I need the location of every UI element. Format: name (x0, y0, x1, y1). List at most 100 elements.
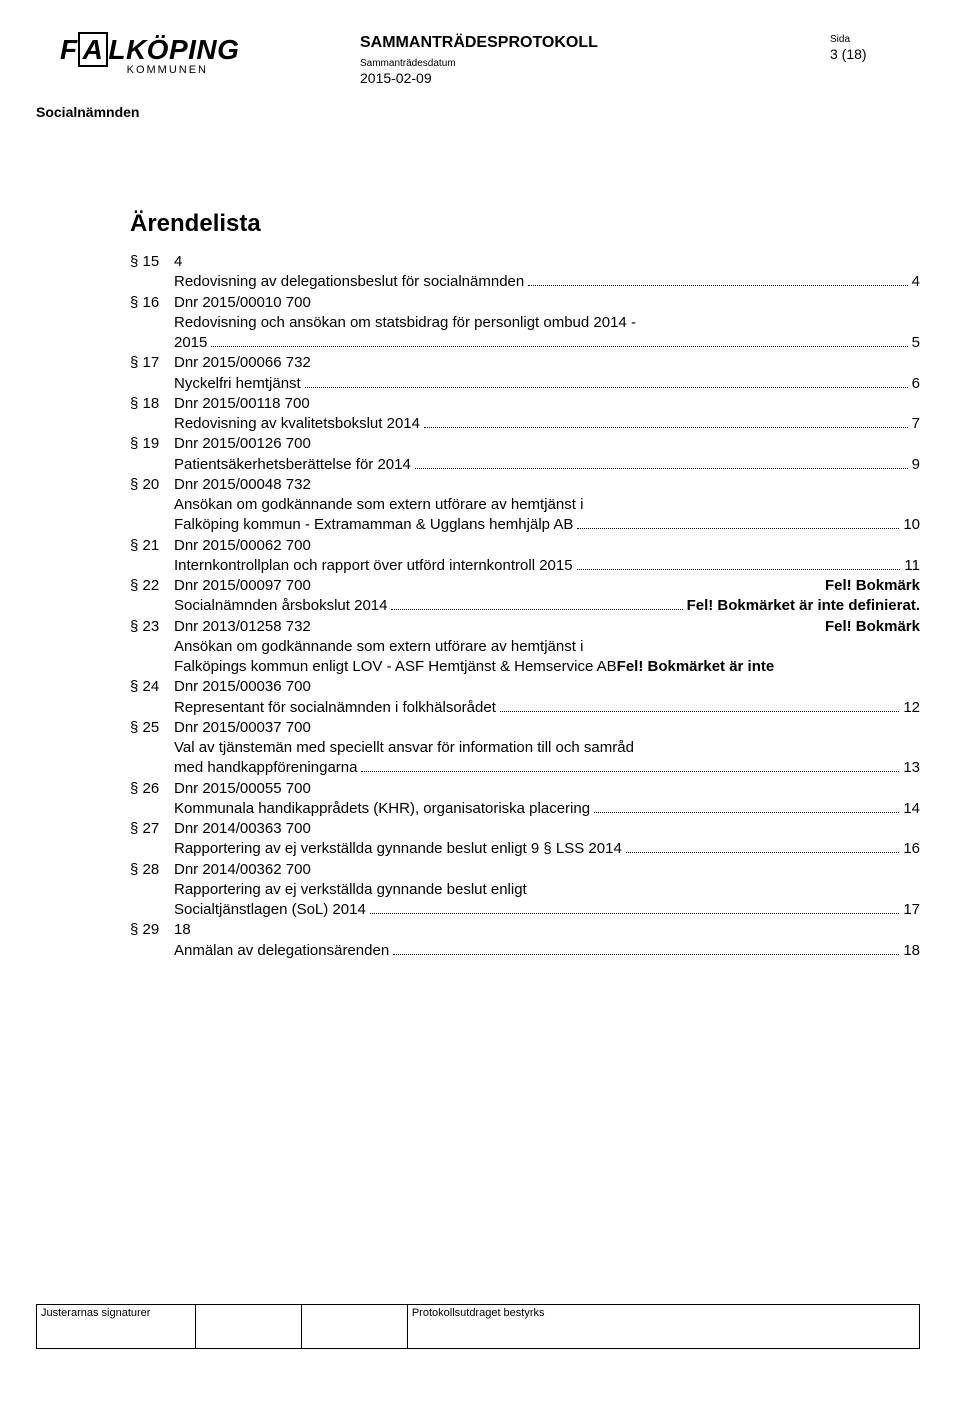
toc-title-line: Redovisning av delegationsbeslut för soc… (174, 272, 920, 292)
toc-title-text: med handkappföreningarna (174, 758, 357, 778)
toc-page: 4 (912, 272, 920, 292)
toc-title-line: med handkappföreningarna 13 (174, 758, 920, 778)
footer-sign-1 (195, 1305, 301, 1349)
toc-title-line: Socialtjänstlagen (SoL) 201417 (174, 900, 920, 920)
toc-page: 11 (904, 556, 920, 576)
toc-body: Dnr 2014/00363 700Rapportering av ej ver… (174, 819, 920, 860)
toc-title-text: Rapportering av ej verkställda gynnande … (174, 839, 622, 859)
footer-bestyrks: Protokollsutdraget bestyrks (407, 1305, 919, 1349)
toc-body: 18Anmälan av delegationsärenden18 (174, 920, 920, 961)
logo-block: FALKÖPING KOMMUNEN (60, 34, 300, 76)
toc-leader-dots (393, 944, 899, 955)
toc-page: 9 (912, 455, 920, 475)
toc-body: Dnr 2015/00048 732Ansökan om godkännande… (174, 475, 920, 536)
toc-title-text: Patientsäkerhetsberättelse för 2014 (174, 455, 411, 475)
toc-title-text: Nyckelfri hemtjänst (174, 374, 301, 394)
toc-body: Dnr 2015/00126 700Patientsäkerhetsberätt… (174, 434, 920, 475)
toc-title-text: Redovisning av kvalitetsbokslut 2014 (174, 414, 420, 434)
toc-section: § 20 (130, 475, 174, 495)
footer: Justerarnas signaturer Protokollsutdrage… (36, 1304, 920, 1349)
toc-dnr: Dnr 2014/00363 700 (174, 819, 920, 839)
toc-title-text: Falköping kommun - Extramamman & Ugglans… (174, 515, 573, 535)
toc-row: § 26Dnr 2015/00055 700Kommunala handikap… (130, 779, 920, 820)
toc-page-fel: Fel! Bokmärket är inte definierat. (687, 596, 920, 616)
toc-title-line: Nyckelfri hemtjänst 6 (174, 374, 920, 394)
toc-title-text: Kommunala handikapprådets (KHR), organis… (174, 799, 590, 819)
toc-title-pre: Rapportering av ej verkställda gynnande … (174, 880, 920, 900)
datum-label: Sammanträdesdatum (360, 58, 830, 69)
toc-leader-dots (528, 276, 907, 287)
toc-title-pre: Val av tjänstemän med speciellt ansvar f… (174, 738, 920, 758)
toc-title-text: Falköpings kommun enligt LOV - ASF Hemtj… (174, 657, 617, 677)
header: FALKÖPING KOMMUNEN SAMMANTRÄDESPROTOKOLL… (0, 34, 960, 86)
footer-table: Justerarnas signaturer Protokollsutdrage… (36, 1304, 920, 1349)
toc-dnr: 4 (174, 252, 920, 272)
toc-leader-dots (305, 377, 908, 388)
toc-fel-suffix: Fel! Bokmärk (825, 576, 920, 596)
toc-title-line: Representant för socialnämnden i folkhäl… (174, 698, 920, 718)
logo-a: A (78, 32, 109, 67)
toc-dnr: 18 (174, 920, 920, 940)
logo-pre: F (60, 34, 78, 65)
toc-title-text: Socialtjänstlagen (SoL) 2014 (174, 900, 366, 920)
toc-title-text: Representant för socialnämnden i folkhäl… (174, 698, 496, 718)
toc-title-line: Falköping kommun - Extramamman & Ugglans… (174, 515, 920, 535)
toc-dnr: Dnr 2013/01258 732 Fel! Bokmärk (174, 617, 920, 637)
header-center: SAMMANTRÄDESPROTOKOLL Sammanträdesdatum … (300, 34, 830, 86)
toc-leader-dots (577, 519, 899, 530)
toc-page: 16 (903, 839, 920, 859)
toc-dnr: Dnr 2015/00048 732 (174, 475, 920, 495)
toc-dnr: Dnr 2015/00036 700 (174, 677, 920, 697)
logo-post: LKÖPING (108, 34, 239, 65)
toc-page: 12 (903, 698, 920, 718)
toc-section: § 18 (130, 394, 174, 414)
toc-body: Dnr 2015/00066 732Nyckelfri hemtjänst 6 (174, 353, 920, 394)
toc-body: 4Redovisning av delegationsbeslut för so… (174, 252, 920, 293)
toc-dnr: Dnr 2015/00066 732 (174, 353, 920, 373)
toc-leader-dots (211, 337, 907, 348)
toc-list: § 154Redovisning av delegationsbeslut fö… (130, 252, 920, 961)
toc-title-line: Anmälan av delegationsärenden18 (174, 941, 920, 961)
toc-row: § 21Dnr 2015/00062 700Internkontrollplan… (130, 536, 920, 577)
toc-fel-suffix: Fel! Bokmärk (825, 617, 920, 637)
toc-section: § 16 (130, 293, 174, 313)
toc-section: § 21 (130, 536, 174, 556)
socialnamnden-label: Socialnämnden (36, 104, 960, 120)
sida-value: 3 (18) (830, 46, 920, 62)
footer-sign-label: Justerarnas signaturer (37, 1305, 196, 1349)
toc-title-text: Anmälan av delegationsärenden (174, 941, 389, 961)
toc-row: § 154Redovisning av delegationsbeslut fö… (130, 252, 920, 293)
toc-title-line: Redovisning av kvalitetsbokslut 2014 7 (174, 414, 920, 434)
toc-title-pre: Redovisning och ansökan om statsbidrag f… (174, 313, 920, 333)
toc-title-line: Socialnämnden årsbokslut 2014Fel! Bokmär… (174, 596, 920, 616)
toc-title-pre: Ansökan om godkännande som extern utföra… (174, 495, 920, 515)
toc-leader-dots (594, 802, 899, 813)
toc-dnr-text: Dnr 2013/01258 732 (174, 617, 311, 637)
toc-row: § 2918Anmälan av delegationsärenden18 (130, 920, 920, 961)
toc-page: 13 (903, 758, 920, 778)
toc-leader-dots (500, 701, 899, 712)
toc-body: Dnr 2014/00362 700Rapportering av ej ver… (174, 860, 920, 921)
toc-leader-dots (361, 762, 899, 773)
toc-row: § 23Dnr 2013/01258 732Fel! BokmärkAnsöka… (130, 617, 920, 678)
toc-row: § 20Dnr 2015/00048 732Ansökan om godkänn… (130, 475, 920, 536)
toc-section: § 24 (130, 677, 174, 697)
toc-body: Dnr 2015/00097 700Fel! BokmärkSocialnämn… (174, 576, 920, 617)
toc-title-line: Rapportering av ej verkställda gynnande … (174, 839, 920, 859)
toc-page: 7 (912, 414, 920, 434)
toc-title-pre: Ansökan om godkännande som extern utföra… (174, 637, 920, 657)
toc-leader-dots (370, 904, 900, 915)
toc-title-line: Patientsäkerhetsberättelse för 2014 9 (174, 455, 920, 475)
toc-section: § 25 (130, 718, 174, 738)
toc-body: Dnr 2015/00037 700Val av tjänstemän med … (174, 718, 920, 779)
datum-value: 2015-02-09 (360, 70, 830, 86)
toc-page: 5 (912, 333, 920, 353)
header-right: Sida 3 (18) (830, 34, 920, 62)
toc-body: Dnr 2015/00118 700Redovisning av kvalite… (174, 394, 920, 435)
toc-row: § 17Dnr 2015/00066 732Nyckelfri hemtjäns… (130, 353, 920, 394)
toc-title-line: Falköpings kommun enligt LOV - ASF Hemtj… (174, 657, 920, 677)
toc-body: Dnr 2015/00055 700Kommunala handikappråd… (174, 779, 920, 820)
toc-page: 6 (912, 374, 920, 394)
content: Ärendelista § 154Redovisning av delegati… (130, 210, 920, 961)
toc-row: § 24Dnr 2015/00036 700Representant för s… (130, 677, 920, 718)
